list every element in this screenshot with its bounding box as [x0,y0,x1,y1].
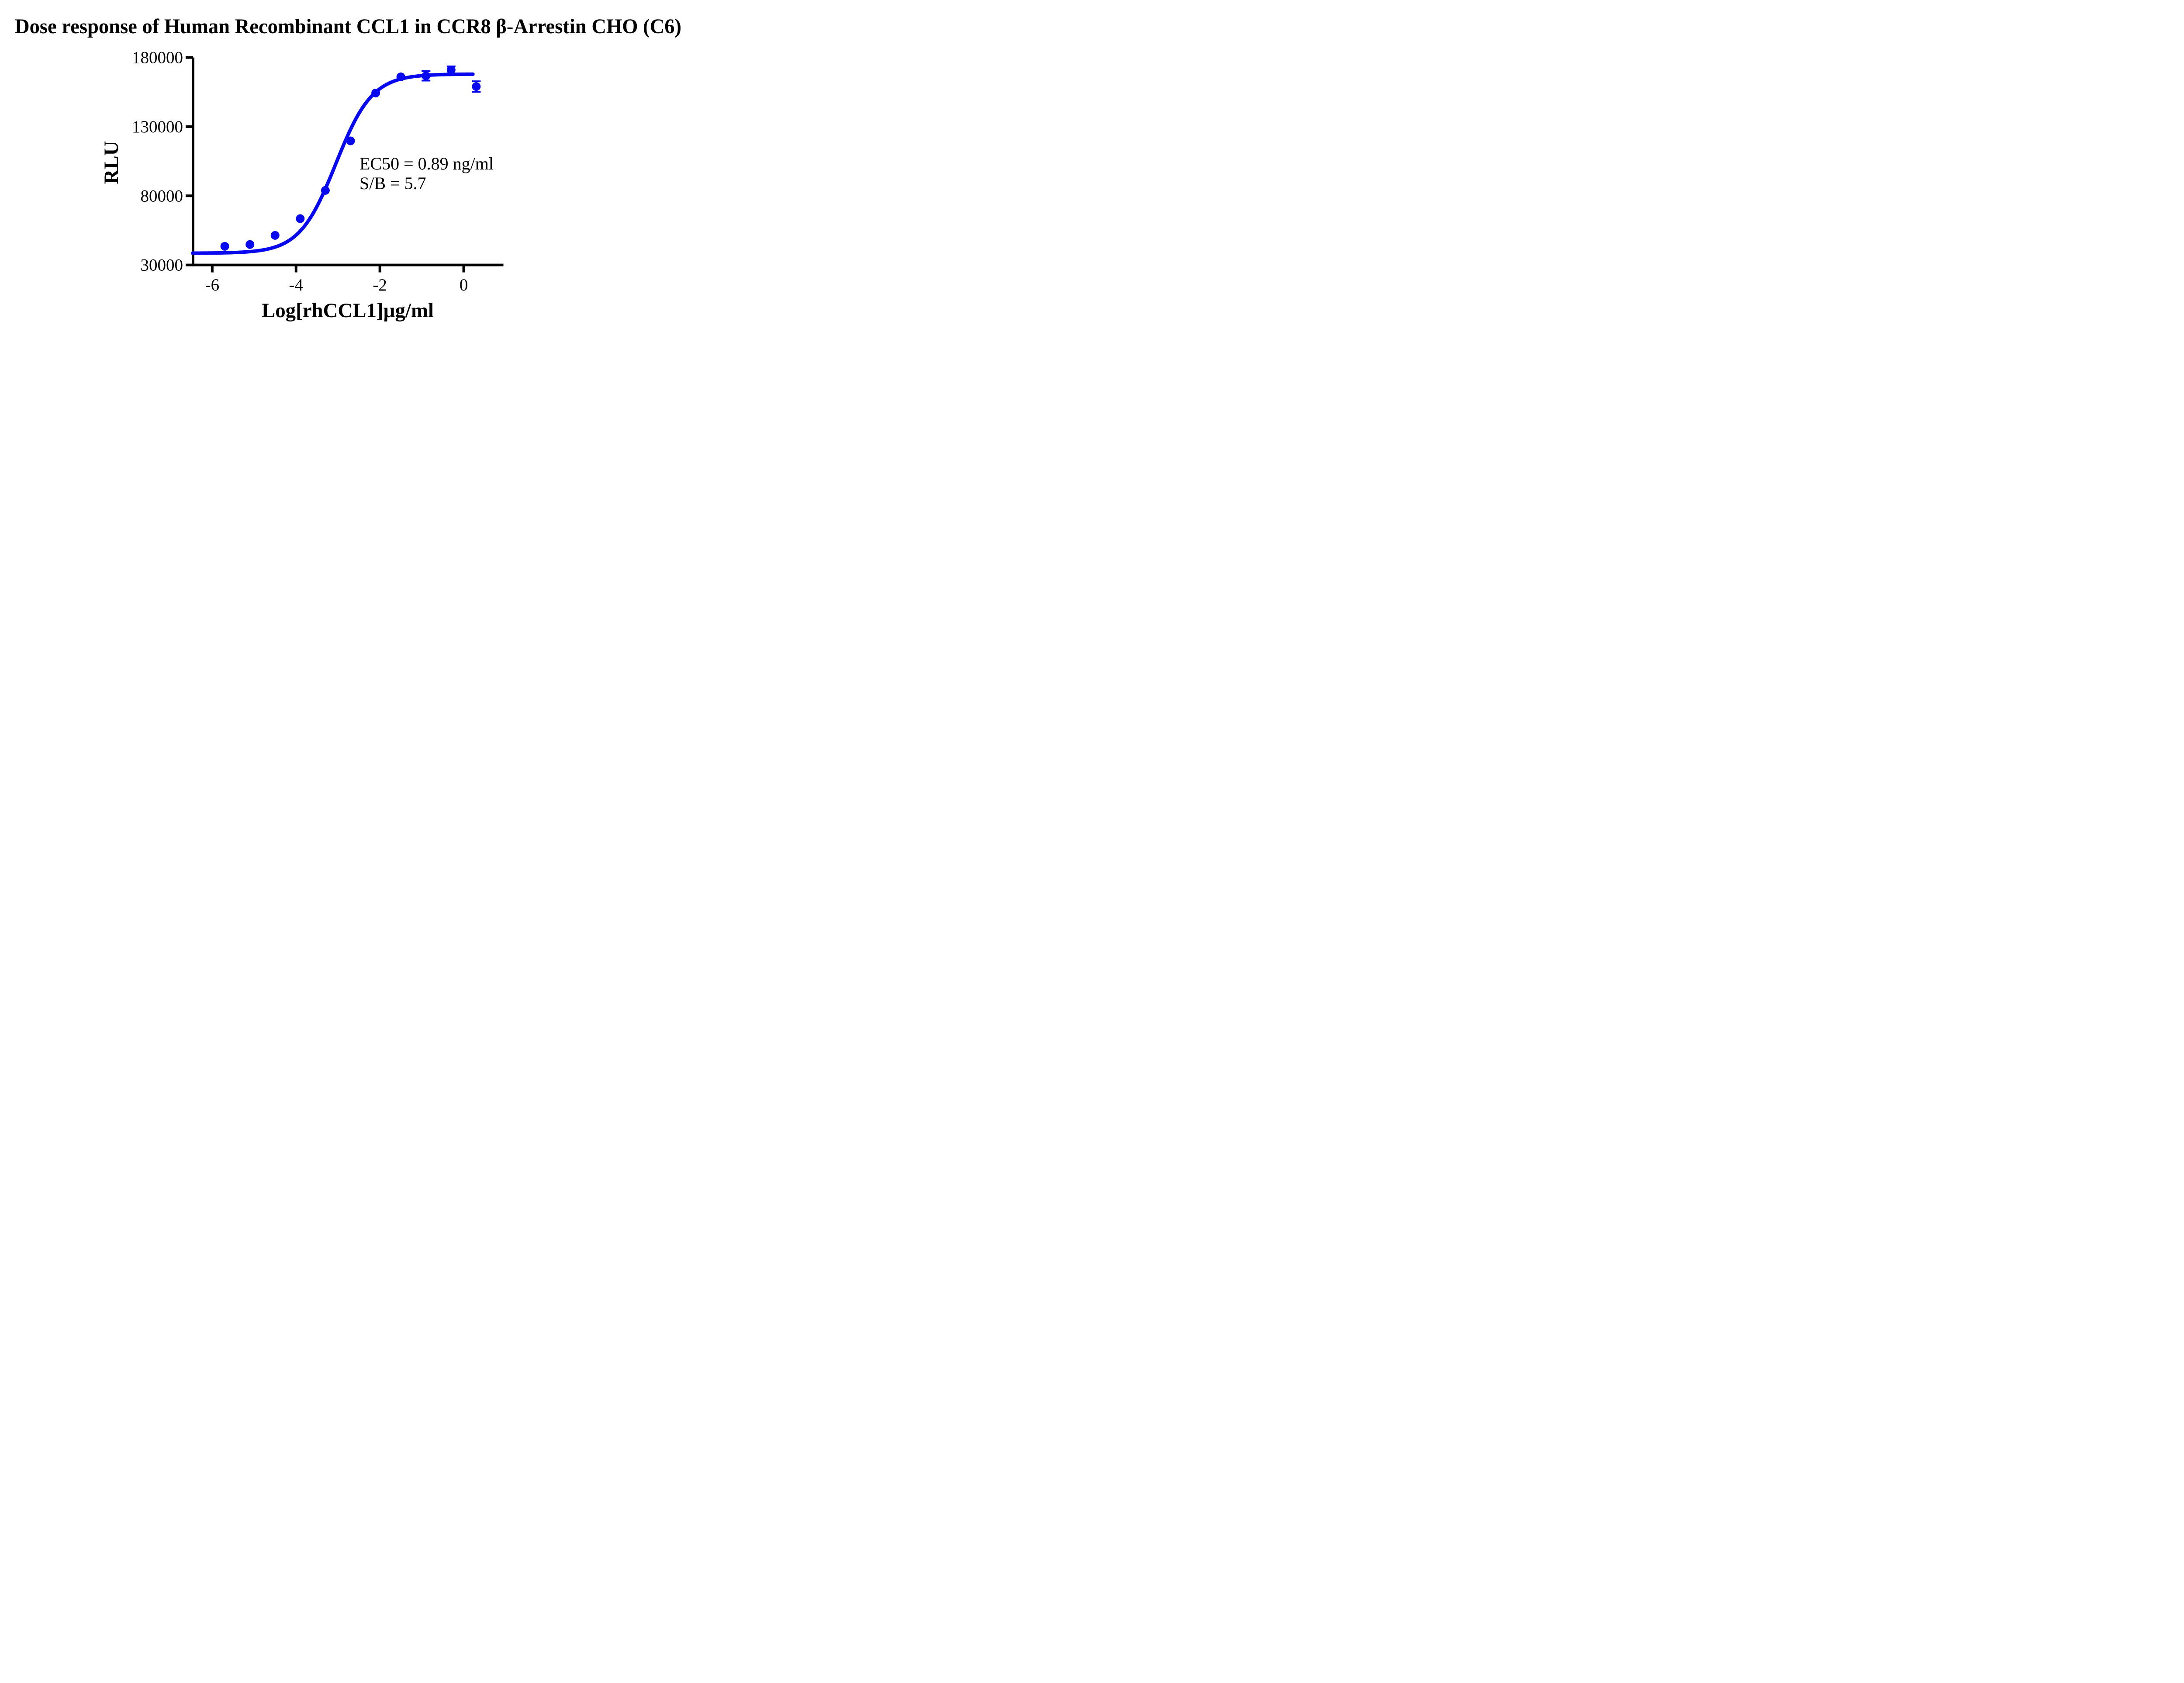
dose-response-figure: Dose response of Human Recombinant CCL1 … [0,0,694,337]
data-point [396,72,405,81]
x-tick-label: -6 [205,276,220,294]
dose-response-chart: Dose response of Human Recombinant CCL1 … [0,0,694,337]
data-point [346,136,355,145]
chart-background [0,0,694,337]
y-tick-label: 180000 [132,48,183,67]
data-point [220,242,229,251]
data-point [371,88,380,97]
sb-annotation: S/B = 5.7 [359,173,426,193]
x-tick-label: -2 [373,276,387,294]
y-axis: 30000 80000 130000 180000 [132,48,194,275]
chart-title: Dose response of Human Recombinant CCL1 … [15,15,681,38]
data-point [472,82,481,91]
data-point [270,231,280,240]
data-point [446,66,456,75]
data-point [321,186,330,195]
x-tick-label: 0 [460,276,468,294]
data-point [422,71,431,80]
x-axis: -6 -4 -2 0 [190,263,504,294]
y-tick-label: 30000 [141,256,183,275]
y-axis-title: RLU [100,141,123,184]
data-point [296,214,305,223]
data-point [245,240,255,249]
x-tick-label: -4 [289,276,304,294]
data-points [220,66,481,251]
x-axis-title: Log[rhCCL1]µg/ml [262,299,434,322]
ec50-annotation: EC50 = 0.89 ng/ml [359,154,494,173]
y-tick-label: 80000 [141,187,183,205]
y-tick-label: 130000 [132,117,183,136]
